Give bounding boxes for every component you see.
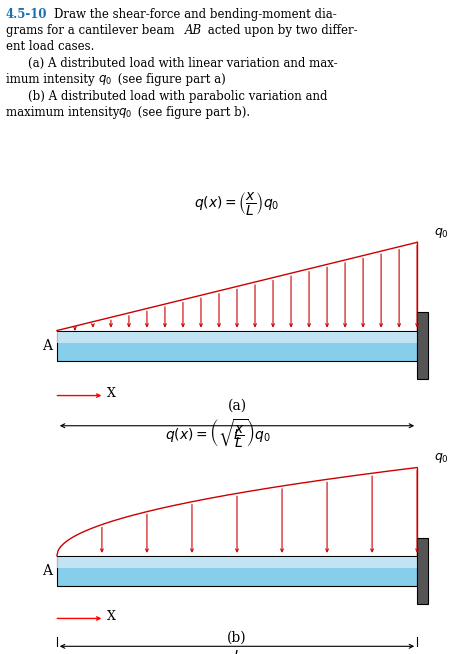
- Text: X: X: [107, 387, 116, 400]
- Text: B: B: [418, 370, 427, 383]
- Bar: [57, 332, 417, 343]
- Text: A: A: [42, 564, 52, 578]
- Text: $L$: $L$: [233, 428, 241, 442]
- Text: $q_0$: $q_0$: [434, 226, 449, 240]
- Bar: [417, 313, 428, 379]
- Text: B: B: [418, 595, 427, 608]
- Text: $q_0$: $q_0$: [434, 451, 449, 465]
- Text: $L$: $L$: [233, 649, 241, 654]
- Bar: [57, 557, 417, 568]
- Text: (see figure part a): (see figure part a): [114, 73, 226, 86]
- Text: (b): (b): [227, 631, 247, 645]
- Text: AB: AB: [185, 24, 202, 37]
- Text: acted upon by two differ-: acted upon by two differ-: [204, 24, 357, 37]
- Text: $q_0$: $q_0$: [98, 73, 112, 87]
- Text: $q(x) = \left(\sqrt{\dfrac{x}{L}}\right) q_0$: $q(x) = \left(\sqrt{\dfrac{x}{L}}\right)…: [165, 418, 271, 451]
- Text: Draw the shear-force and bending-moment dia-: Draw the shear-force and bending-moment …: [54, 8, 337, 21]
- Bar: [57, 556, 417, 586]
- Text: (see figure part b).: (see figure part b).: [134, 107, 250, 119]
- Text: ent load cases.: ent load cases.: [6, 40, 94, 53]
- Text: (b) A distributed load with parabolic variation and: (b) A distributed load with parabolic va…: [28, 90, 328, 103]
- Text: $q(x) = \left(\dfrac{x}{L}\right) q_0$: $q(x) = \left(\dfrac{x}{L}\right) q_0$: [194, 190, 280, 217]
- Text: 4.5-10: 4.5-10: [6, 8, 47, 21]
- Bar: [57, 330, 417, 361]
- Text: imum intensity: imum intensity: [6, 73, 99, 86]
- Text: maximum intensity: maximum intensity: [6, 107, 123, 119]
- Text: grams for a cantilever beam: grams for a cantilever beam: [6, 24, 178, 37]
- Text: (a) A distributed load with linear variation and max-: (a) A distributed load with linear varia…: [28, 57, 337, 70]
- Text: A: A: [42, 339, 52, 353]
- Text: $q_0$: $q_0$: [118, 107, 132, 120]
- Bar: [417, 538, 428, 604]
- Text: (a): (a): [228, 399, 246, 413]
- Text: X: X: [107, 610, 116, 623]
